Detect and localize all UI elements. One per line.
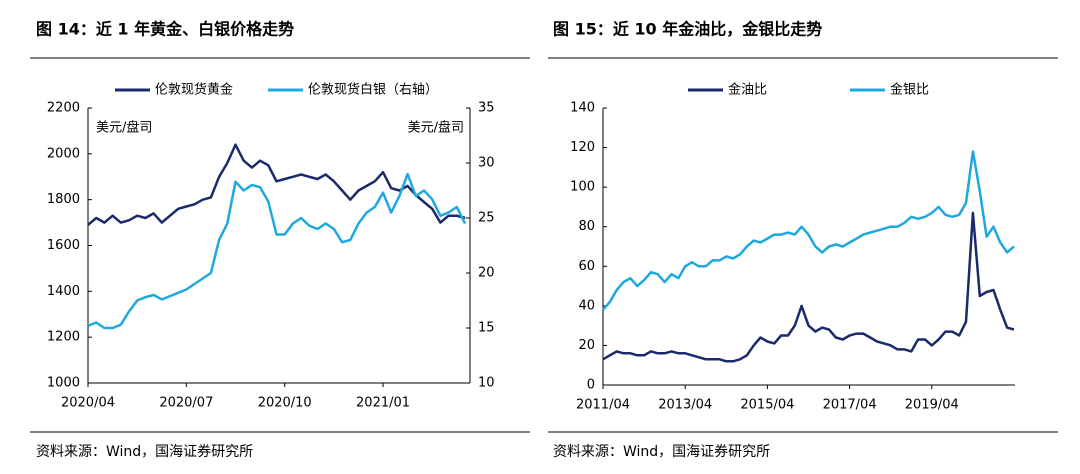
x-tick-label: 2019/04 [905,398,959,413]
y-tick-label: 1000 [47,376,80,391]
legend-label: 伦敦现货黄金 [155,82,233,98]
y-tick-label: 2000 [47,146,80,161]
y-tick-label: 60 [578,259,595,274]
legend-label: 金银比 [890,82,929,98]
y2-tick-label: 20 [478,266,495,281]
x-tick-label: 2020/10 [258,396,312,411]
y-tick-label: 1400 [47,284,80,299]
y2-tick-label: 10 [478,376,495,391]
y-tick-label: 80 [578,219,595,234]
y-tick-label: 120 [570,140,595,155]
y2-tick-label: 35 [478,101,495,116]
x-tick-label: 2011/04 [576,398,630,413]
y-tick-label: 2200 [47,101,80,116]
x-tick-label: 2015/04 [740,398,794,413]
y-tick-label: 0 [587,378,595,393]
series-line [87,172,467,330]
chart-title: 图 15：近 10 年金油比，金银比走势 [553,20,822,39]
x-tick-label: 2020/04 [61,396,115,411]
y2-tick-label: 30 [478,156,495,171]
y-tick-label: 40 [578,298,595,313]
series-line [602,150,1015,311]
chart-title: 图 14：近 1 年黄金、白银价格走势 [36,20,294,39]
x-tick-label: 2013/04 [658,398,712,413]
y-tick-label: 100 [570,180,595,195]
x-tick-label: 2021/01 [356,396,410,411]
y-tick-label: 20 [578,338,595,353]
y-tick-label: 1600 [47,238,80,253]
legend-label: 伦敦现货白银（右轴） [308,82,438,98]
y2-tick-label: 15 [478,321,495,336]
y2-unit: 美元/盘司 [408,120,464,136]
x-tick-label: 2017/04 [823,398,877,413]
source-note: 资料来源：Wind，国海证券研究所 [36,444,253,460]
y-tick-label: 1800 [47,192,80,207]
x-tick-label: 2020/07 [159,396,213,411]
series-line [87,143,466,226]
y-tick-label: 140 [570,101,595,116]
source-note: 资料来源：Wind，国海证券研究所 [553,444,770,460]
y2-tick-label: 25 [478,211,495,226]
legend-label: 金油比 [728,82,767,98]
y-unit: 美元/盘司 [96,120,152,136]
series-line [602,211,1015,363]
y-tick-label: 1200 [47,330,80,345]
